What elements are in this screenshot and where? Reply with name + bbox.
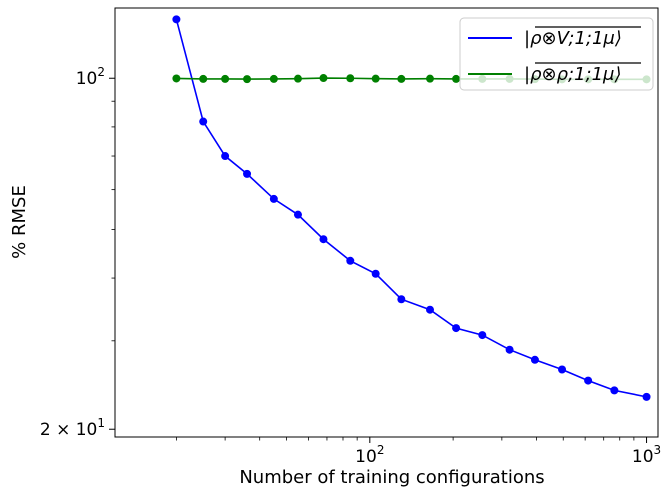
- data-point-0: [610, 386, 619, 395]
- x-axis-title: Number of training configurations: [239, 467, 544, 488]
- data-point-0: [269, 194, 278, 203]
- legend-label-0: |ρ⊗V;1;1μ⟩: [524, 28, 622, 49]
- data-point-1: [172, 74, 181, 83]
- data-point-0: [371, 269, 380, 278]
- plot-frame: [114, 7, 659, 438]
- data-point-0: [452, 324, 461, 333]
- data-point-0: [221, 152, 230, 161]
- data-point-0: [243, 169, 252, 178]
- data-point-1: [371, 74, 380, 83]
- data-point-0: [172, 15, 181, 24]
- legend: |ρ⊗V;1;1μ⟩ |ρ⊗ρ;1;1μ⟩: [459, 17, 654, 91]
- data-point-0: [478, 331, 487, 340]
- data-point-1: [221, 74, 230, 83]
- data-point-1: [243, 75, 252, 84]
- x-tick-label: 103: [632, 443, 661, 467]
- data-point-0: [530, 355, 539, 364]
- y-axis-title: % RMSE: [9, 185, 30, 259]
- data-point-1: [269, 74, 278, 83]
- axis-layer: 102 103 102 2 × 101: [40, 65, 661, 467]
- data-point-1: [426, 74, 435, 83]
- data-point-0: [319, 235, 328, 244]
- data-point-0: [199, 117, 208, 126]
- data-point-1: [199, 74, 208, 83]
- data-point-1: [452, 74, 461, 83]
- data-point-0: [397, 295, 406, 304]
- data-point-0: [346, 256, 355, 265]
- data-point-0: [426, 305, 435, 314]
- x-tick-label: 102: [355, 443, 384, 467]
- data-point-0: [505, 345, 514, 354]
- legend-box: [459, 17, 654, 91]
- data-point-1: [346, 74, 355, 83]
- data-point-0: [293, 210, 302, 219]
- data-point-1: [293, 74, 302, 83]
- data-point-0: [558, 365, 567, 374]
- data-point-1: [397, 74, 406, 83]
- data-point-1: [319, 74, 328, 83]
- y-tick-label: 102: [76, 65, 105, 89]
- legend-label-1: |ρ⊗ρ;1;1μ⟩: [524, 64, 622, 85]
- y-tick-label: 2 × 101: [40, 416, 105, 440]
- data-point-0: [584, 376, 593, 385]
- data-point-0: [642, 392, 651, 401]
